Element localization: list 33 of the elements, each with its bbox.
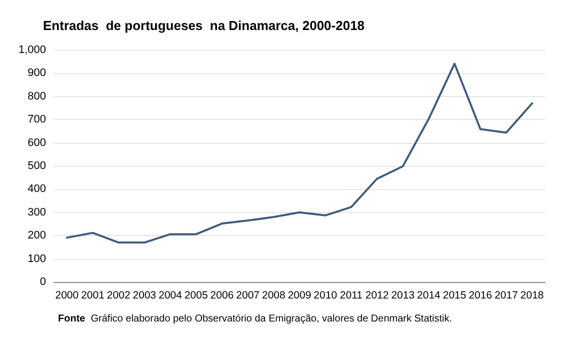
x-tick-label: 2002 bbox=[106, 290, 130, 302]
line-series bbox=[66, 62, 534, 244]
x-tick-label: 2017 bbox=[494, 290, 518, 302]
x-tick-label: 2001 bbox=[81, 290, 105, 302]
chart-title: Entradas de portugueses na Dinamarca, 2000-2018 bbox=[43, 18, 365, 33]
x-tick-label: 2006 bbox=[210, 290, 234, 302]
x-tick-label: 2010 bbox=[314, 290, 338, 302]
x-tick-label: 2005 bbox=[184, 290, 208, 302]
y-tick-label: 600 bbox=[28, 136, 46, 149]
x-tick-label: 2007 bbox=[236, 290, 260, 302]
x-tick-label: 2013 bbox=[391, 290, 415, 302]
y-tick-label: 800 bbox=[28, 90, 46, 102]
y-tick-label: 900 bbox=[28, 67, 46, 80]
y-tick-label: 0 bbox=[40, 276, 46, 288]
x-tick-label: 2011 bbox=[340, 290, 363, 302]
x-tick-label: 2016 bbox=[468, 290, 492, 302]
x-tick-label: 2004 bbox=[158, 290, 182, 302]
y-tick-label: 300 bbox=[28, 206, 46, 218]
y-tick-label: 200 bbox=[28, 230, 46, 242]
source-note: Fonte Gráfico elaborado pelo Observatório da Emigração, valores de Denmark Statistik. bbox=[58, 314, 452, 324]
y-tick-label: 700 bbox=[28, 114, 46, 126]
y-tick-label: 1,000 bbox=[18, 44, 46, 56]
y-tick-label: 100 bbox=[28, 252, 46, 265]
y-tick-label: 500 bbox=[28, 160, 46, 172]
x-tick-label: 2009 bbox=[288, 290, 312, 302]
x-tick-label: 2018 bbox=[520, 290, 544, 302]
x-tick-label: 2014 bbox=[417, 290, 441, 302]
x-tick-label: 2000 bbox=[55, 290, 79, 302]
x-tick-label: 2012 bbox=[365, 290, 389, 302]
y-tick-label: 400 bbox=[28, 183, 46, 196]
x-tick-label: 2008 bbox=[262, 290, 286, 302]
x-tick-label: 2015 bbox=[442, 290, 466, 302]
x-tick-label: 2003 bbox=[132, 290, 156, 302]
